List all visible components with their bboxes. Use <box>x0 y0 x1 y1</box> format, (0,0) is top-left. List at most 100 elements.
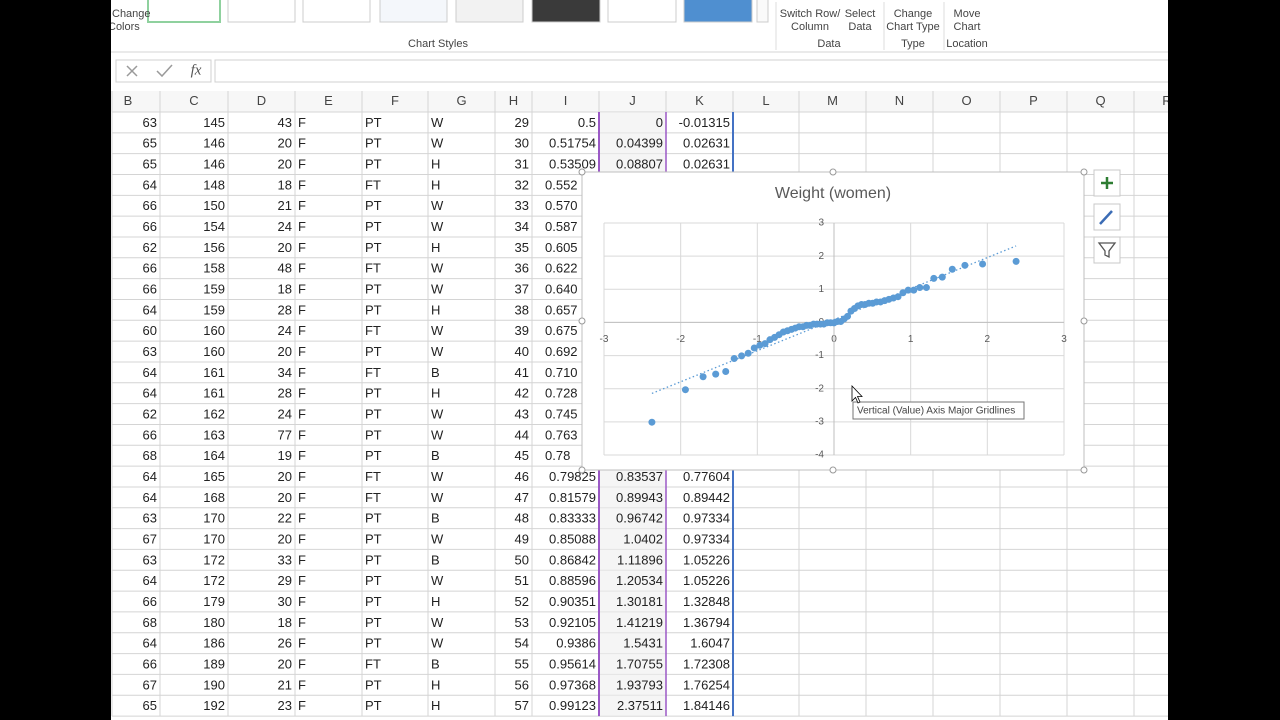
column-header[interactable]: K <box>695 93 704 108</box>
column-header[interactable]: M <box>827 93 838 108</box>
cell[interactable]: 0.92105 <box>549 615 596 630</box>
cell[interactable]: W <box>431 115 444 130</box>
cell[interactable]: W <box>431 406 444 421</box>
style-thumb[interactable] <box>379 0 448 23</box>
cell[interactable]: B <box>431 552 440 567</box>
cell[interactable]: 23 <box>278 698 292 713</box>
cell[interactable]: 0.587 <box>545 219 578 234</box>
cell[interactable]: F <box>298 198 306 213</box>
column-header[interactable]: P <box>1029 93 1038 108</box>
cell[interactable]: FT <box>365 490 381 505</box>
cell[interactable]: PT <box>365 302 382 317</box>
cell[interactable]: 57 <box>515 698 529 713</box>
cell[interactable]: PT <box>365 531 382 546</box>
enter-icon[interactable] <box>156 64 173 78</box>
cell[interactable]: 1.93793 <box>616 677 663 692</box>
cell[interactable]: 43 <box>515 406 529 421</box>
cell[interactable]: 164 <box>203 448 225 463</box>
cell[interactable]: 45 <box>515 448 529 463</box>
cell[interactable]: 0.02631 <box>683 136 730 151</box>
cell[interactable]: PT <box>365 115 382 130</box>
cell[interactable]: 28 <box>278 302 292 317</box>
cell[interactable]: FT <box>365 469 381 484</box>
cell[interactable]: 154 <box>203 219 225 234</box>
cell[interactable]: 65 <box>143 157 157 172</box>
column-header[interactable]: L <box>762 93 769 108</box>
ribbon-button-label[interactable]: Select <box>845 8 876 20</box>
cell[interactable]: 42 <box>515 386 529 401</box>
cell[interactable]: B <box>431 448 440 463</box>
cell[interactable]: 0.86842 <box>549 552 596 567</box>
cell[interactable]: 18 <box>278 615 292 630</box>
ribbon-button-label[interactable]: Change <box>894 8 933 20</box>
cell[interactable]: 0.728 <box>545 386 578 401</box>
cell[interactable]: F <box>298 490 306 505</box>
cell[interactable]: 20 <box>278 656 292 671</box>
cell[interactable]: 53 <box>515 615 529 630</box>
cell[interactable]: W <box>431 136 444 151</box>
cell[interactable]: PT <box>365 511 382 526</box>
cell[interactable]: 172 <box>203 573 225 588</box>
cell[interactable]: PT <box>365 636 382 651</box>
cell[interactable]: 0.675 <box>545 323 578 338</box>
cell[interactable]: 50 <box>515 552 529 567</box>
cell[interactable]: H <box>431 177 440 192</box>
cell[interactable]: 146 <box>203 157 225 172</box>
cell[interactable]: 0.95614 <box>549 656 596 671</box>
cell[interactable]: 0.89943 <box>616 490 663 505</box>
cell[interactable]: 64 <box>143 177 157 192</box>
cell[interactable]: 49 <box>515 531 529 546</box>
cell[interactable]: FT <box>365 656 381 671</box>
cell[interactable]: F <box>298 677 306 692</box>
cell[interactable]: 48 <box>515 511 529 526</box>
cell[interactable]: 180 <box>203 615 225 630</box>
cell[interactable]: 34 <box>515 219 529 234</box>
cell[interactable]: 0.640 <box>545 281 578 296</box>
cell[interactable]: PT <box>365 281 382 296</box>
cell[interactable]: PT <box>365 677 382 692</box>
cell[interactable]: 55 <box>515 656 529 671</box>
cell[interactable]: 0.83333 <box>549 511 596 526</box>
cell[interactable]: PT <box>365 219 382 234</box>
cell[interactable]: 170 <box>203 511 225 526</box>
cell[interactable]: 21 <box>278 198 292 213</box>
cell[interactable]: H <box>431 594 440 609</box>
cell[interactable]: 0.9386 <box>556 636 596 651</box>
ribbon-button-label[interactable]: Move <box>954 8 981 20</box>
cell[interactable]: 172 <box>203 552 225 567</box>
cell[interactable]: 66 <box>143 261 157 276</box>
cell[interactable]: B <box>431 365 440 380</box>
cell[interactable]: PT <box>365 448 382 463</box>
cell[interactable]: 0.53509 <box>549 157 596 172</box>
cell[interactable]: H <box>431 386 440 401</box>
cell[interactable]: 2.37511 <box>617 698 663 713</box>
cell[interactable]: 1.20534 <box>616 573 663 588</box>
cell[interactable]: 0.552 <box>545 177 578 192</box>
cell[interactable]: F <box>298 511 306 526</box>
chart-filters-button[interactable] <box>1093 236 1121 264</box>
style-thumb[interactable] <box>683 0 753 23</box>
cell[interactable]: F <box>298 386 306 401</box>
cell[interactable]: F <box>298 552 306 567</box>
resize-handle[interactable] <box>829 168 837 176</box>
cell[interactable]: 0.90351 <box>549 594 596 609</box>
formula-input[interactable] <box>214 59 1216 83</box>
style-thumb[interactable] <box>302 0 371 23</box>
cell[interactable]: 148 <box>203 177 225 192</box>
cell[interactable]: 1.05226 <box>683 573 730 588</box>
cell[interactable]: W <box>431 636 444 651</box>
cell[interactable]: 30 <box>515 136 529 151</box>
resize-handle[interactable] <box>578 466 586 474</box>
cell[interactable]: 20 <box>278 490 292 505</box>
cell[interactable]: 0.5 <box>578 115 596 130</box>
cell[interactable]: 64 <box>143 386 157 401</box>
ribbon-button-label[interactable]: Switch Row/ <box>780 8 841 20</box>
cell[interactable]: 0.85088 <box>549 531 596 546</box>
column-header[interactable]: Q <box>1095 93 1105 108</box>
style-thumb[interactable] <box>455 0 524 23</box>
cell[interactable]: 24 <box>278 323 292 338</box>
cell[interactable]: 66 <box>143 219 157 234</box>
cell[interactable]: 51 <box>515 573 529 588</box>
cell[interactable]: 0.77604 <box>683 469 730 484</box>
cell[interactable]: 18 <box>278 177 292 192</box>
